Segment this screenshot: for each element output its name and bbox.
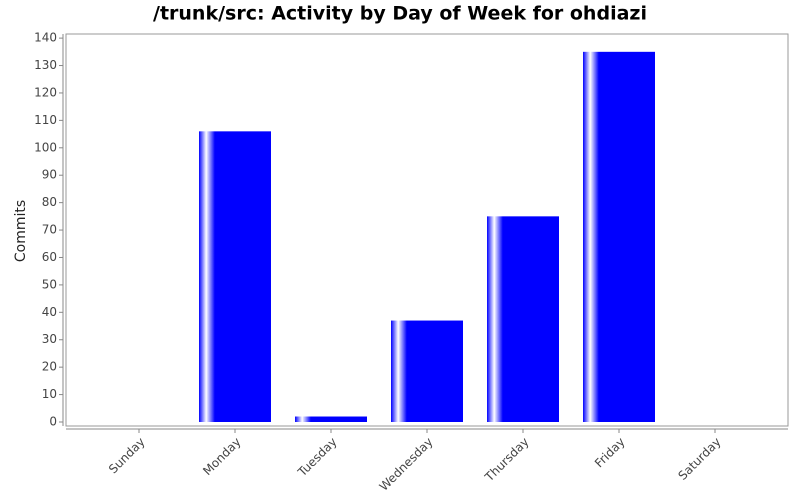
- x-tick-label: Sunday: [106, 435, 148, 477]
- bar: [199, 131, 271, 422]
- y-tick-label: 20: [42, 360, 57, 374]
- y-tick-label: 30: [42, 332, 57, 346]
- y-tick-label: 100: [34, 140, 57, 154]
- x-tick-label: Tuesday: [294, 435, 339, 480]
- y-tick-label: 140: [34, 31, 57, 45]
- y-axis-label: Commits: [13, 200, 29, 262]
- bar: [295, 416, 367, 422]
- x-tick-label: Thursday: [482, 435, 532, 485]
- x-tick-label: Monday: [200, 435, 243, 478]
- y-tick-label: 90: [42, 168, 57, 182]
- x-tick-label: Wednesday: [377, 435, 436, 494]
- y-tick-label: 130: [34, 58, 57, 72]
- y-tick-label: 120: [34, 85, 57, 99]
- y-tick-label: 50: [42, 277, 57, 291]
- y-tick-label: 80: [42, 195, 57, 209]
- bar: [391, 320, 463, 422]
- y-tick-label: 40: [42, 305, 57, 319]
- chart-title: /trunk/src: Activity by Day of Week for …: [153, 3, 647, 25]
- bar: [583, 51, 655, 422]
- y-tick-label: 10: [42, 387, 57, 401]
- y-tick-label: 70: [42, 223, 57, 237]
- bar: [487, 216, 559, 422]
- y-tick-label: 110: [34, 113, 57, 127]
- y-tick-label: 60: [42, 250, 57, 264]
- y-tick-label: 0: [49, 415, 57, 429]
- x-tick-label: Saturday: [675, 435, 723, 483]
- x-tick-label: Friday: [592, 435, 628, 471]
